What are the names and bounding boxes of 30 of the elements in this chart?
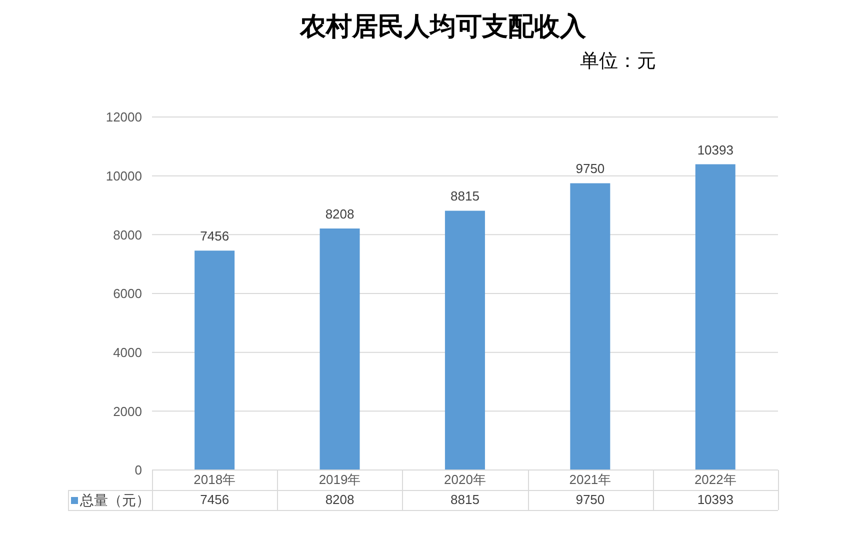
legend-label: 总量（元）: [80, 492, 150, 508]
annotation: 8815: [450, 188, 480, 204]
bar: [444, 210, 485, 470]
y-tick-label: 2000: [113, 404, 142, 419]
chart-subtitle: 单位：元: [580, 51, 656, 72]
x-tick-label: 2021年: [569, 472, 612, 488]
y-tick-label: 10000: [106, 168, 142, 184]
data-label: 10393: [697, 492, 734, 508]
bar: [320, 228, 360, 470]
data-label: 7456: [200, 492, 230, 508]
y-tick-label: 8000: [113, 227, 142, 242]
annotation: 9750: [576, 161, 605, 176]
bar: [695, 164, 736, 470]
y-tick-label: 12000: [106, 110, 142, 125]
chart-title: 农村居民人均可支配收入: [300, 12, 586, 41]
annotation: 10393: [697, 142, 734, 158]
y-tick-label: 4000: [113, 344, 142, 360]
bar: [570, 183, 610, 470]
y-tick-label: 6000: [113, 286, 142, 302]
x-tick-label: 2022年: [694, 472, 736, 488]
y-tick-label: 0: [134, 462, 142, 478]
x-tick-label: 2018年: [194, 472, 236, 488]
data-label: 9750: [576, 492, 605, 508]
bar: [194, 250, 235, 470]
x-tick-label: 2020年: [444, 472, 486, 488]
data-label: 8815: [450, 492, 480, 508]
annotation: 8208: [325, 206, 354, 222]
annotation: 7456: [200, 228, 230, 244]
data-label: 8208: [325, 492, 354, 508]
x-tick-label: 2019年: [318, 472, 361, 488]
